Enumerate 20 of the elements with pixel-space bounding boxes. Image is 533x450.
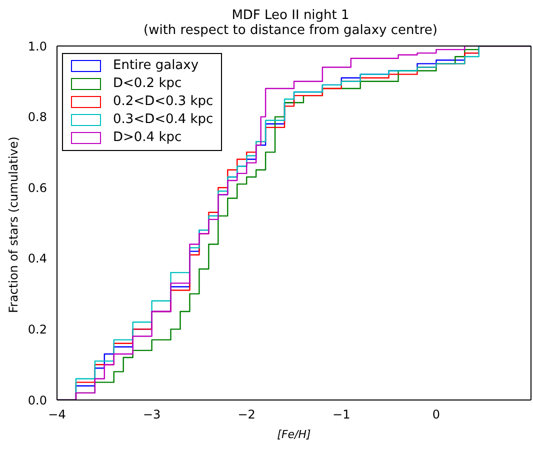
legend-label: D>0.4 kpc bbox=[113, 129, 182, 147]
chart-subtitle: (with respect to distance from galaxy centre) bbox=[142, 23, 438, 38]
y-tick-label: 0.2 bbox=[28, 322, 47, 336]
x-tick-label: −2 bbox=[238, 408, 256, 422]
legend-label: Entire galaxy bbox=[113, 57, 199, 75]
legend-label: D<0.2 kpc bbox=[113, 75, 182, 93]
x-tick-label: −1 bbox=[332, 408, 350, 422]
y-tick-label: 0.6 bbox=[28, 180, 47, 195]
legend-label: 0.3<D<0.4 kpc bbox=[113, 111, 214, 129]
chart-title: MDF Leo II night 1 bbox=[230, 8, 350, 23]
y-tick-label: 1.0 bbox=[28, 39, 47, 54]
x-axis-title: [Fe/H] bbox=[277, 428, 311, 441]
x-tick-label: 0 bbox=[432, 408, 440, 422]
x-tick-label: −4 bbox=[48, 408, 66, 422]
x-tick-label: −3 bbox=[142, 408, 161, 422]
y-tick-label: 0.8 bbox=[28, 110, 47, 124]
y-tick-label: 0.0 bbox=[28, 393, 47, 408]
legend-label: 0.2<D<0.3 kpc bbox=[113, 93, 214, 111]
y-tick-label: 0.4 bbox=[28, 252, 47, 266]
y-axis-title: Fraction of stars (cumulative) bbox=[6, 136, 20, 313]
